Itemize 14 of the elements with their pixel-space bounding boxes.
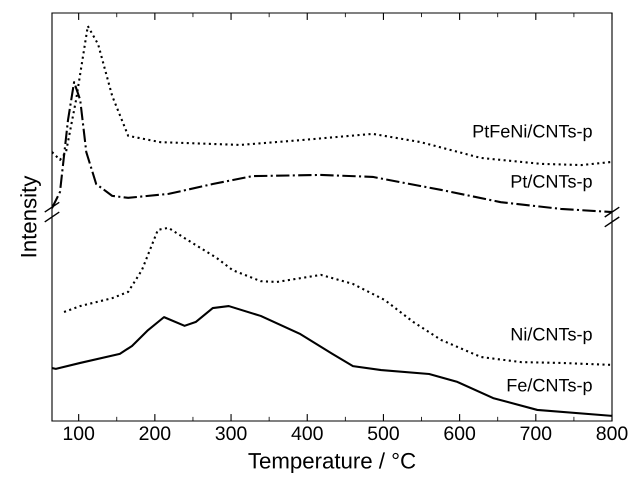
series-label: Pt/CNTs-p: [512, 174, 592, 192]
x-tick-label: 600: [444, 426, 476, 440]
x-tick-label: 200: [140, 426, 170, 440]
x-axis-title: Temperature / °C: [248, 452, 416, 474]
x-tick-label: 400: [291, 426, 323, 440]
x-tick-label: 300: [216, 426, 247, 440]
x-tick-label: 100: [64, 426, 94, 440]
x-tick-label: 700: [520, 426, 552, 440]
series-label: Ni/CNTs-p: [512, 327, 592, 344]
y-axis-title: Intensity: [20, 176, 41, 256]
series-label: PtFeNi/CNTs-p: [474, 124, 592, 142]
x-tick-label: 800: [596, 426, 628, 440]
x-tick-label: 500: [368, 426, 399, 440]
series-label: Fe/CNTs-p: [508, 378, 592, 396]
